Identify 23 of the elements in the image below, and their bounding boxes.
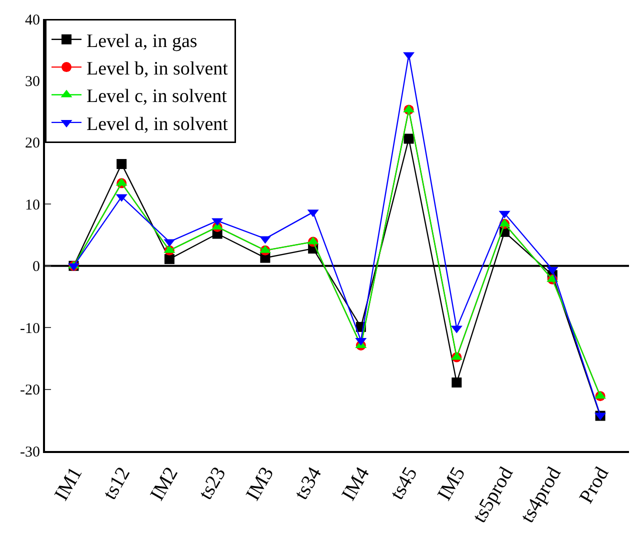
point bbox=[452, 378, 462, 388]
y-tick-label: -20 bbox=[20, 382, 40, 399]
legend-label: Level d, in solvent bbox=[86, 114, 229, 135]
legend-label: Level c, in solvent bbox=[86, 86, 228, 108]
x-tick-label: IM1 bbox=[50, 464, 87, 504]
y-tick-label: -30 bbox=[20, 444, 40, 460]
point bbox=[164, 254, 174, 264]
x-tick-label: IM3 bbox=[242, 464, 278, 504]
x-tick-label: ts23 bbox=[194, 464, 230, 504]
x-tick-label: ts12 bbox=[98, 464, 135, 504]
y-tick-label: -10 bbox=[20, 320, 40, 337]
legend-label: Level a, in gas bbox=[86, 30, 198, 52]
point bbox=[404, 134, 414, 144]
point bbox=[116, 159, 127, 170]
x-tick-label: ts34 bbox=[290, 464, 326, 504]
x-tick-label: IM2 bbox=[146, 464, 182, 504]
x-tick-label: ts45 bbox=[386, 464, 422, 504]
y-tick-label: 0 bbox=[32, 259, 40, 276]
y-tick-label: 30 bbox=[25, 74, 40, 90]
legend-label: Level b, in solvent bbox=[86, 58, 229, 80]
y-tick-label: 10 bbox=[25, 197, 40, 214]
y-tick-label: 20 bbox=[25, 136, 40, 152]
y-tick-label: 40 bbox=[25, 12, 40, 28]
